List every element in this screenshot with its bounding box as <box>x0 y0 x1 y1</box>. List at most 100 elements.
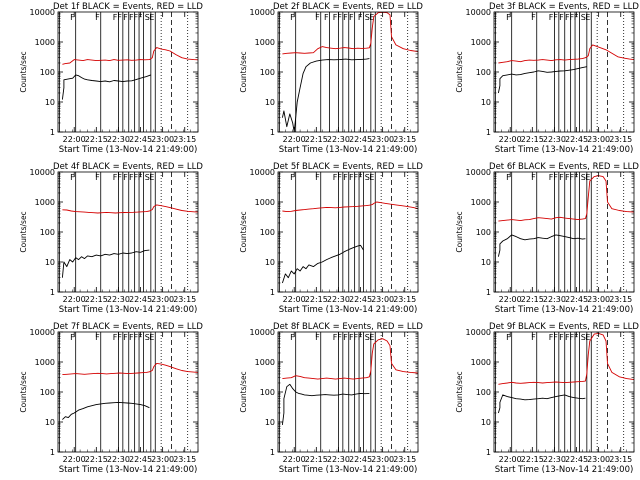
x-tick-label: 22:15 <box>305 295 328 304</box>
event-marker-label: F <box>343 333 348 342</box>
event-marker-label: F <box>337 13 342 22</box>
event-marker-label: F <box>574 333 579 342</box>
x-tick-label: 22:15 <box>305 135 328 144</box>
event-marker-label: F <box>113 333 118 342</box>
event-marker-label: F <box>531 13 536 22</box>
y-tick-label: 1000 <box>35 358 55 367</box>
event-marker-label: F <box>549 333 554 342</box>
event-marker-label: F <box>133 13 138 22</box>
x-tick-label: 23:15 <box>609 455 632 464</box>
plot-area: EFFFFFFFFSE <box>278 172 418 292</box>
event-marker-label: S <box>581 13 586 22</box>
lld-series-line <box>62 362 198 376</box>
x-tick-label: 22:30 <box>327 135 350 144</box>
x-tick-label: 22:00 <box>63 295 86 304</box>
x-axis-label: Start Time (13-Nov-14 21:49:00) <box>495 465 634 475</box>
y-tick-label: 100 <box>40 228 55 237</box>
event-marker-label: F <box>117 333 122 342</box>
y-tick-label: 10 <box>265 258 275 267</box>
event-marker-label: F <box>569 13 574 22</box>
event-marker-label: E <box>369 333 374 342</box>
event-marker-label: S <box>145 333 150 342</box>
event-marker-label: F <box>117 13 122 22</box>
x-tick-label: 22:45 <box>349 295 372 304</box>
event-marker-label: E <box>369 173 374 182</box>
event-marker-label: F <box>70 173 75 182</box>
y-axis-label: Counts/sec <box>239 371 248 412</box>
x-tick-label: 22:30 <box>543 455 566 464</box>
event-marker-label: F <box>343 13 348 22</box>
panel-title: Det 5f BLACK = Events, RED = LLD <box>273 162 423 172</box>
x-tick-label: 22:00 <box>499 455 522 464</box>
event-marker-label: F <box>333 173 338 182</box>
x-tick-label: 22:45 <box>129 135 152 144</box>
event-marker-label: E <box>585 13 590 22</box>
x-tick-label: 22:15 <box>521 295 544 304</box>
panel-title: Det 4f BLACK = Events, RED = LLD <box>53 162 203 172</box>
x-tick-label: 22:15 <box>521 135 544 144</box>
event-marker-label: F <box>290 173 295 182</box>
event-marker-label: F <box>70 333 75 342</box>
x-tick-label: 22:00 <box>63 455 86 464</box>
y-tick-label: 10000 <box>30 168 55 177</box>
event-marker-label: F <box>138 13 143 22</box>
plot-area: EFFFFFFFFSE <box>58 12 198 132</box>
x-tick-label: 23:15 <box>393 295 416 304</box>
event-marker-label: F <box>315 13 320 22</box>
x-axis-label: Start Time (13-Nov-14 21:49:00) <box>279 465 418 475</box>
x-tick-label: 22:15 <box>85 295 108 304</box>
x-tick-label: 22:30 <box>107 135 130 144</box>
event-marker-label: F <box>353 333 358 342</box>
event-marker-label: F <box>129 173 134 182</box>
event-marker-label: F <box>358 173 363 182</box>
x-axis-label: Start Time (13-Nov-14 21:49:00) <box>495 305 634 315</box>
y-tick-label: 1 <box>50 128 55 137</box>
event-marker-label: F <box>138 333 143 342</box>
events-series-line <box>497 394 586 414</box>
x-tick-label: 22:00 <box>499 295 522 304</box>
lld-series-line <box>498 332 634 385</box>
event-marker-label: E <box>149 333 154 342</box>
event-marker-label: F <box>138 173 143 182</box>
event-marker-label: F <box>123 13 128 22</box>
panel-title: Det 3f BLACK = Events, RED = LLD <box>489 2 639 12</box>
x-tick-label: 22:30 <box>107 295 130 304</box>
y-tick-label: 10000 <box>250 168 275 177</box>
y-tick-label: 1 <box>50 288 55 297</box>
event-marker-label: F <box>349 13 354 22</box>
x-tick-label: 23:00 <box>371 455 394 464</box>
y-tick-label: 10 <box>265 98 275 107</box>
event-marker-label: F <box>559 13 564 22</box>
x-tick-label: 22:45 <box>349 135 372 144</box>
event-marker-label: F <box>565 333 570 342</box>
event-marker-label: F <box>113 13 118 22</box>
event-marker-label: F <box>315 173 320 182</box>
event-marker-label: E <box>369 13 374 22</box>
x-tick-label: 23:15 <box>173 455 196 464</box>
y-tick-label: 1000 <box>471 358 491 367</box>
plot-area: EFFFFFFFFSE <box>494 332 634 452</box>
event-marker-label: E <box>585 173 590 182</box>
x-tick-label: 22:00 <box>63 135 86 144</box>
event-marker-label: F <box>117 173 122 182</box>
lld-series-line <box>282 201 418 213</box>
y-axis-label: Counts/sec <box>455 211 464 252</box>
y-tick-label: 1000 <box>471 198 491 207</box>
event-marker-label: F <box>349 173 354 182</box>
y-tick-label: 10000 <box>30 328 55 337</box>
event-marker-label: F <box>315 333 320 342</box>
event-marker-label: F <box>569 173 574 182</box>
panel-title: Det 9f BLACK = Events, RED = LLD <box>489 322 639 332</box>
x-tick-label: 22:15 <box>85 135 108 144</box>
x-tick-label: 23:00 <box>587 455 610 464</box>
y-tick-label: 1 <box>486 288 491 297</box>
events-series-line <box>61 74 151 100</box>
event-marker-label: F <box>333 333 338 342</box>
y-tick-label: 1000 <box>35 198 55 207</box>
y-tick-label: 1000 <box>255 38 275 47</box>
events-series-line <box>281 383 370 425</box>
panel-title: Det 2f BLACK = Events, RED = LLD <box>273 2 423 12</box>
x-tick-label: 22:30 <box>543 135 566 144</box>
event-marker-label: F <box>565 13 570 22</box>
x-tick-label: 23:00 <box>151 455 174 464</box>
